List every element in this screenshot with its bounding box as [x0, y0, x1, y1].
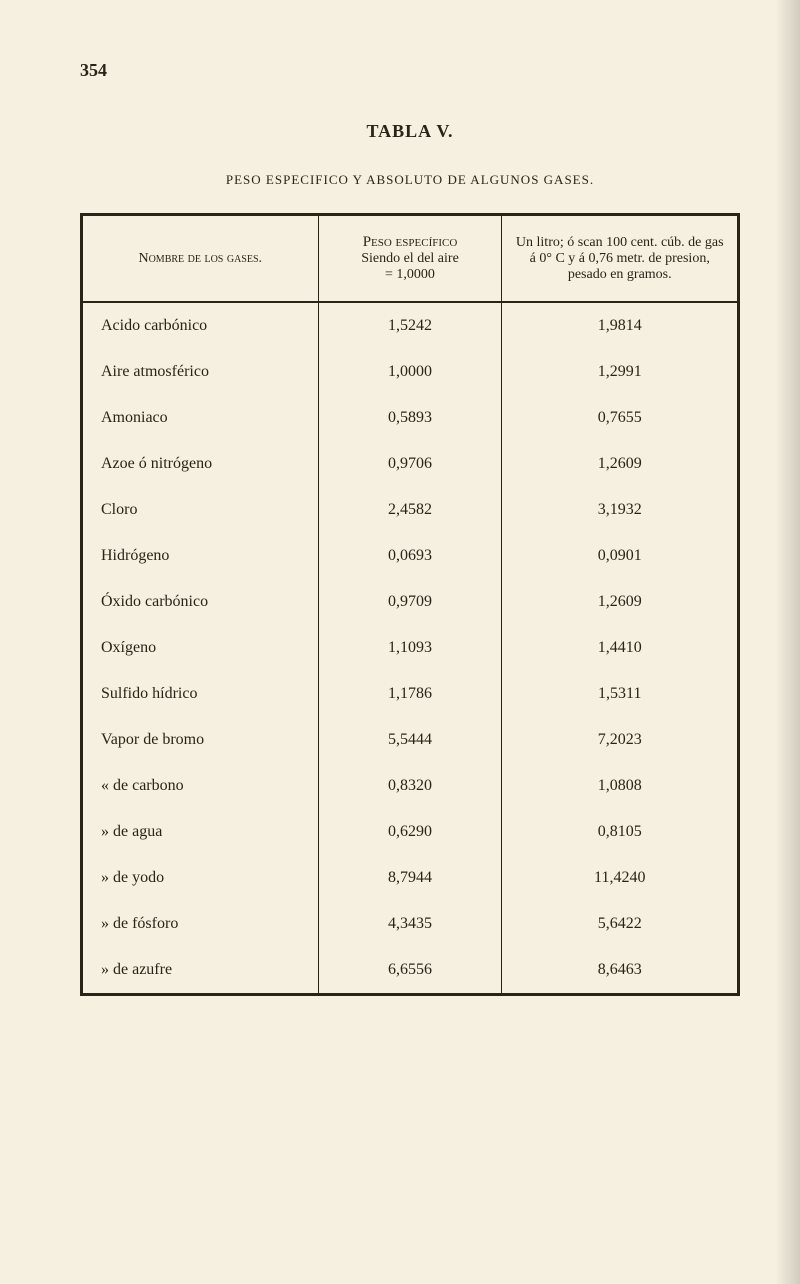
table-row: » de fósforo4,34355,6422 [82, 901, 739, 947]
header-nombre: Nombre de los gases. [82, 215, 319, 303]
gas-name: Sulfido hídrico [82, 671, 319, 717]
table-row: Sulfido hídrico1,17861,5311 [82, 671, 739, 717]
litro-gramos: 0,7655 [502, 395, 739, 441]
table-row: Azoe ó nitrógeno0,97061,2609 [82, 441, 739, 487]
peso-especifico: 1,5242 [318, 302, 502, 349]
gas-name: » de yodo [82, 855, 319, 901]
peso-especifico: 4,3435 [318, 901, 502, 947]
gas-name: Amoniaco [82, 395, 319, 441]
peso-especifico: 0,6290 [318, 809, 502, 855]
gas-name: Vapor de bromo [82, 717, 319, 763]
peso-especifico: 5,5444 [318, 717, 502, 763]
gas-name: Oxígeno [82, 625, 319, 671]
table-row: Oxígeno1,10931,4410 [82, 625, 739, 671]
gas-name: » de fósforo [82, 901, 319, 947]
peso-especifico: 0,9706 [318, 441, 502, 487]
peso-especifico: 0,9709 [318, 579, 502, 625]
peso-especifico: 1,0000 [318, 349, 502, 395]
litro-gramos: 1,2609 [502, 441, 739, 487]
litro-gramos: 1,9814 [502, 302, 739, 349]
table-row: Hidrógeno0,06930,0901 [82, 533, 739, 579]
peso-especifico: 0,5893 [318, 395, 502, 441]
table-row: Acido carbónico1,52421,9814 [82, 302, 739, 349]
peso-especifico: 0,8320 [318, 763, 502, 809]
table-row: » de yodo8,794411,4240 [82, 855, 739, 901]
table-row: » de azufre6,65568,6463 [82, 947, 739, 995]
table-row: Amoniaco0,58930,7655 [82, 395, 739, 441]
litro-gramos: 0,0901 [502, 533, 739, 579]
table-row: Aire atmosférico1,00001,2991 [82, 349, 739, 395]
header-litro: Un litro; ó scan 100 cent. cúb. de gas á… [502, 215, 739, 303]
gas-name: « de carbono [82, 763, 319, 809]
gas-name: Cloro [82, 487, 319, 533]
header-peso: Peso específico Siendo el del aire = 1,0… [318, 215, 502, 303]
gas-name: » de agua [82, 809, 319, 855]
peso-especifico: 1,1093 [318, 625, 502, 671]
litro-gramos: 1,2609 [502, 579, 739, 625]
gas-name: Aire atmosférico [82, 349, 319, 395]
litro-gramos: 1,0808 [502, 763, 739, 809]
page-number: 354 [80, 60, 740, 81]
table-row: Cloro2,45823,1932 [82, 487, 739, 533]
gases-table: Nombre de los gases. Peso específico Sie… [80, 213, 740, 996]
gas-name: Azoe ó nitrógeno [82, 441, 319, 487]
litro-gramos: 3,1932 [502, 487, 739, 533]
litro-gramos: 1,4410 [502, 625, 739, 671]
table-row: Óxido carbónico0,97091,2609 [82, 579, 739, 625]
peso-especifico: 8,7944 [318, 855, 502, 901]
gas-name: Óxido carbónico [82, 579, 319, 625]
peso-especifico: 6,6556 [318, 947, 502, 995]
table-subtitle: PESO ESPECIFICO Y ABSOLUTO DE ALGUNOS GA… [80, 172, 740, 188]
table-row: Vapor de bromo5,54447,2023 [82, 717, 739, 763]
litro-gramos: 5,6422 [502, 901, 739, 947]
litro-gramos: 1,5311 [502, 671, 739, 717]
litro-gramos: 0,8105 [502, 809, 739, 855]
litro-gramos: 1,2991 [502, 349, 739, 395]
table-row: » de agua0,62900,8105 [82, 809, 739, 855]
peso-especifico: 2,4582 [318, 487, 502, 533]
gas-name: » de azufre [82, 947, 319, 995]
litro-gramos: 8,6463 [502, 947, 739, 995]
peso-especifico: 0,0693 [318, 533, 502, 579]
table-title: TABLA V. [80, 121, 740, 142]
table-row: « de carbono0,83201,0808 [82, 763, 739, 809]
gas-name: Hidrógeno [82, 533, 319, 579]
peso-especifico: 1,1786 [318, 671, 502, 717]
gas-name: Acido carbónico [82, 302, 319, 349]
litro-gramos: 11,4240 [502, 855, 739, 901]
litro-gramos: 7,2023 [502, 717, 739, 763]
